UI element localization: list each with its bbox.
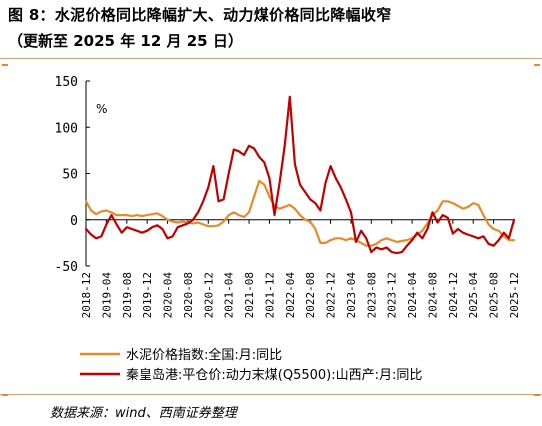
x-tick-label: 2023-04 bbox=[345, 272, 358, 319]
source-note: 数据来源：wind、西南证券整理 bbox=[50, 406, 237, 421]
x-tick-label: 2025-12 bbox=[508, 272, 521, 318]
x-tick-label: 2019-08 bbox=[121, 272, 134, 318]
x-tick-label: 2024-04 bbox=[406, 272, 419, 319]
legend-label-coal: 秦皇岛港:平仓价:动力末煤(Q5500):山西产:月:同比 bbox=[126, 367, 422, 383]
right-accent-mark bbox=[534, 64, 540, 66]
chart-series bbox=[84, 95, 516, 255]
x-tick-label: 2018-12 bbox=[80, 272, 93, 318]
x-tick-label: 2025-04 bbox=[467, 272, 480, 319]
left-footer-mark bbox=[2, 394, 8, 396]
x-tick-label: 2021-08 bbox=[243, 272, 256, 318]
x-tick-label: 2022-04 bbox=[284, 272, 297, 319]
x-tick-label: 2019-12 bbox=[141, 272, 154, 318]
x-tick-label: 2022-08 bbox=[304, 272, 317, 318]
x-tick-label: 2022-12 bbox=[325, 272, 338, 318]
series-line-coal bbox=[84, 95, 516, 255]
y-tick-label: 50 bbox=[62, 168, 78, 183]
line-chart: -50 0 50 100 150 2018-12 2019-04 2019-08 2019-1… bbox=[55, 75, 521, 383]
legend-label-cement: 水泥价格指数:全国:月:同比 bbox=[126, 347, 282, 363]
x-tick-label: 2023-12 bbox=[386, 272, 399, 318]
x-tick-label: 2019-04 bbox=[100, 272, 113, 319]
x-tick-label: 2020-08 bbox=[182, 272, 195, 318]
y-tick-label: 0 bbox=[70, 214, 78, 229]
x-tick-label: 2023-08 bbox=[365, 272, 378, 318]
series-line-cement bbox=[84, 179, 516, 247]
x-tick-label: 2021-12 bbox=[263, 272, 276, 318]
y-tick-label: 100 bbox=[55, 121, 78, 136]
chart-axes bbox=[85, 81, 514, 266]
y-tick-label: 150 bbox=[55, 75, 78, 90]
right-footer-mark bbox=[534, 394, 540, 396]
left-accent-mark bbox=[2, 64, 8, 66]
y-tick-label: -50 bbox=[55, 260, 78, 275]
x-tick-label: 2020-12 bbox=[202, 272, 215, 318]
x-tick-label: 2021-04 bbox=[223, 272, 236, 319]
x-tick-label: 2025-08 bbox=[488, 272, 501, 318]
chart-legend: 水泥价格指数:全国:月:同比秦皇岛港:平仓价:动力末煤(Q5500):山西产:月… bbox=[80, 347, 422, 383]
y-unit-label: % bbox=[96, 102, 107, 116]
chart-subtitle: （更新至 2025 年 12 月 25 日） bbox=[8, 32, 243, 50]
x-tick-label: 2024-08 bbox=[426, 272, 439, 318]
chart-title: 图 8：水泥价格同比降幅扩大、动力煤价格同比降幅收窄 bbox=[8, 6, 392, 24]
header-divider bbox=[0, 58, 542, 59]
y-axis-ticks: -50 0 50 100 150 bbox=[55, 75, 90, 275]
footer-divider bbox=[0, 394, 542, 395]
x-tick-label: 2020-04 bbox=[162, 272, 175, 319]
x-tick-label: 2024-12 bbox=[447, 272, 460, 318]
x-axis-ticks: 2018-12 2019-04 2019-08 2019-12 2020-04 2020-… bbox=[80, 219, 521, 319]
